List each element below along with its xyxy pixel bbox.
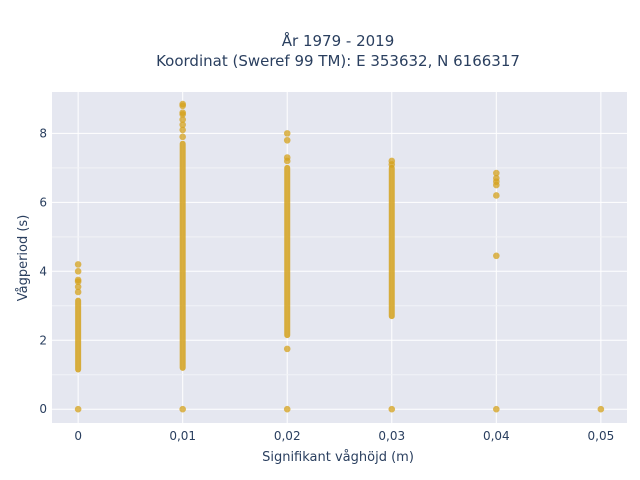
chart-title: År 1979 - 2019 bbox=[282, 31, 395, 50]
data-point bbox=[179, 405, 186, 413]
data-point bbox=[74, 267, 82, 275]
x-tick-label: 0 bbox=[74, 429, 82, 443]
y-tick-label: 6 bbox=[39, 195, 47, 209]
plot-background bbox=[52, 92, 627, 423]
data-point bbox=[179, 116, 186, 123]
x-tick-label: 0,01 bbox=[169, 429, 196, 443]
x-axis-title: Signifikant våghöjd (m) bbox=[262, 450, 414, 465]
dense-point-cluster bbox=[75, 297, 82, 373]
data-point bbox=[283, 405, 291, 413]
data-point bbox=[74, 261, 82, 268]
x-tick-labels: 0 0,01 0,02 0,03 0,04 0,05 bbox=[74, 429, 614, 443]
data-point bbox=[179, 126, 186, 134]
y-tick-label: 4 bbox=[39, 264, 47, 278]
data-point bbox=[283, 130, 291, 137]
data-point bbox=[597, 405, 605, 413]
dense-point-cluster bbox=[388, 164, 395, 320]
y-axis-title: Vågperiod (s) bbox=[16, 215, 31, 302]
grid-lines bbox=[52, 92, 627, 423]
x-tick-label: 0,03 bbox=[378, 429, 405, 443]
data-points bbox=[74, 100, 605, 413]
data-point bbox=[283, 154, 291, 161]
data-point bbox=[493, 405, 500, 413]
dense-point-cluster bbox=[284, 164, 291, 339]
x-tick-label: 0,05 bbox=[588, 429, 615, 443]
y-tick-label: 0 bbox=[39, 402, 47, 416]
dense-point-cluster bbox=[179, 140, 186, 371]
data-point bbox=[179, 121, 186, 129]
data-point bbox=[388, 157, 396, 165]
data-point bbox=[493, 169, 500, 177]
data-point bbox=[493, 174, 500, 182]
data-point bbox=[74, 288, 82, 296]
data-point bbox=[179, 100, 186, 108]
data-point bbox=[74, 283, 82, 291]
data-point bbox=[283, 136, 291, 144]
y-tick-label: 2 bbox=[39, 333, 47, 347]
data-point bbox=[283, 345, 291, 353]
chart-subtitle: Koordinat (Sweref 99 TM): E 353632, N 61… bbox=[156, 52, 520, 70]
data-point bbox=[74, 276, 82, 284]
y-tick-labels: 0 2 4 6 8 bbox=[39, 126, 47, 416]
data-point bbox=[179, 133, 186, 141]
x-tick-label: 0,04 bbox=[483, 429, 510, 443]
x-tick-label: 0,02 bbox=[274, 429, 301, 443]
y-tick-label: 8 bbox=[39, 126, 47, 140]
data-point bbox=[74, 405, 82, 413]
data-point bbox=[179, 109, 186, 116]
data-point bbox=[493, 192, 500, 199]
data-point bbox=[493, 252, 500, 260]
data-point bbox=[388, 405, 396, 413]
